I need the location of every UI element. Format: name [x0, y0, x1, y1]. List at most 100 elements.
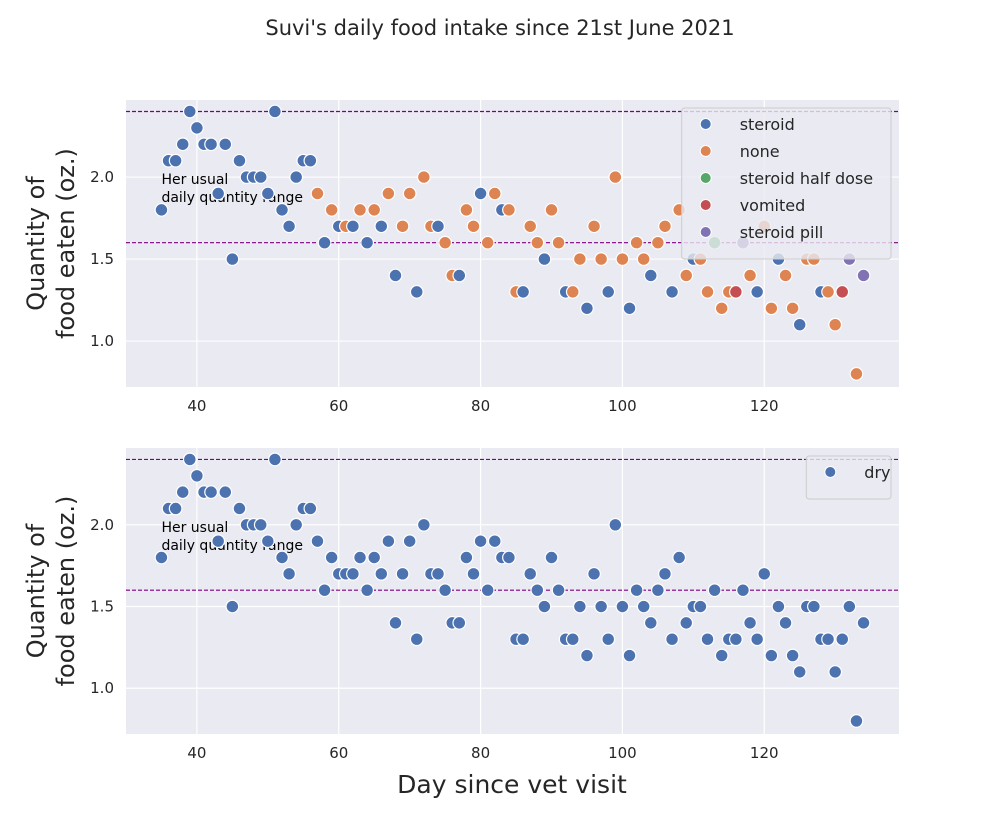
x-tick-label: 60: [329, 397, 348, 415]
data-point-dry: [594, 599, 609, 614]
data-point-dry: [587, 566, 601, 581]
data-point-none: [381, 186, 396, 201]
x-tick-label: 40: [187, 397, 206, 415]
data-point-none: [849, 366, 864, 381]
data-point-steroid: [282, 219, 297, 234]
y-axis-label: Quantity offood eaten (oz.): [22, 496, 80, 687]
legend-marker-steroid-half-dose: [699, 172, 712, 184]
data-point-dry: [757, 566, 772, 581]
data-point-dry: [431, 566, 445, 581]
data-point-none: [658, 219, 672, 234]
data-point-dry: [629, 583, 644, 598]
y-tick-label: 2.0: [90, 516, 114, 534]
data-point-dry: [551, 583, 566, 598]
data-point-steroid: [409, 284, 424, 299]
legend-label: steroid: [740, 115, 795, 134]
data-point-none: [466, 219, 481, 234]
data-point-none: [594, 252, 609, 266]
data-point-dry: [523, 566, 538, 581]
data-point-dry: [544, 550, 559, 565]
data-point-steroid: [168, 153, 183, 168]
data-point-dry: [679, 615, 694, 630]
data-point-steroid: [275, 202, 289, 217]
data-point-dry: [416, 517, 431, 532]
data-point-dry: [204, 485, 219, 500]
data-point-dry: [714, 648, 729, 663]
data-point-steroid: [580, 301, 594, 316]
data-point-dry: [764, 648, 779, 663]
data-point-dry: [580, 648, 594, 663]
data-point-dry: [537, 599, 552, 614]
data-point-dry: [303, 501, 318, 516]
data-point-dry: [211, 534, 226, 549]
data-point-dry: [821, 632, 835, 647]
legend-marker-none: [699, 145, 712, 157]
data-point-steroid: [211, 186, 226, 201]
data-point-dry: [487, 534, 502, 549]
data-point-dry: [275, 550, 289, 565]
data-point-dry: [381, 534, 396, 549]
data-point-dry: [736, 583, 750, 598]
data-point-dry: [409, 632, 424, 647]
data-point-dry: [360, 583, 375, 598]
data-point-dry: [778, 615, 793, 630]
x-tick-label: 120: [750, 744, 779, 762]
data-point-none: [714, 301, 729, 316]
y-tick-label: 1.5: [90, 250, 114, 268]
legend-marker-steroid-pill: [699, 226, 712, 238]
data-point-steroid: [317, 235, 332, 250]
data-point-dry: [806, 599, 821, 614]
data-point-none: [416, 170, 431, 184]
data-point-dry: [289, 517, 304, 532]
y-axis-label-line: food eaten (oz.): [52, 496, 80, 687]
data-point-dry: [268, 452, 282, 467]
x-tick-label: 40: [187, 744, 206, 762]
data-point-steroid: [190, 120, 204, 135]
data-point-none: [572, 252, 587, 266]
data-point-steroid: [225, 252, 240, 266]
data-point-none: [459, 202, 474, 217]
data-point-dry: [856, 615, 871, 630]
data-point-dry: [388, 615, 403, 630]
data-point-steroid: [643, 268, 658, 283]
data-point-none: [551, 235, 566, 250]
data-point-dry: [693, 599, 708, 614]
data-point-none: [679, 268, 694, 283]
data-point-steroid: [665, 284, 679, 299]
figure-title: Suvi's daily food intake since 21st June…: [265, 16, 734, 40]
data-point-dry: [771, 599, 786, 614]
data-point-dry: [310, 534, 325, 549]
legend-label: dry: [864, 463, 890, 482]
x-tick-label: 100: [608, 397, 637, 415]
data-point-dry: [218, 485, 233, 500]
y-axis-label-line: Quantity of: [22, 176, 50, 311]
data-point-none: [650, 235, 665, 250]
data-point-dry: [530, 583, 545, 598]
data-point-dry: [502, 550, 516, 565]
data-point-steroid: [175, 137, 190, 152]
data-point-dry: [622, 648, 637, 663]
data-point-dry: [750, 632, 765, 647]
data-point-dry: [232, 501, 247, 516]
data-point-none: [324, 202, 339, 217]
y-tick-label: 1.5: [90, 598, 114, 616]
data-point-steroid: [537, 252, 552, 266]
data-point-none: [785, 301, 800, 316]
data-point-none: [480, 235, 495, 250]
data-point-none: [502, 202, 516, 217]
data-point-steroid-pill: [856, 268, 871, 283]
legend-label: none: [740, 142, 780, 161]
data-point-none: [700, 284, 715, 299]
data-point-dry: [601, 632, 616, 647]
data-point-dry: [835, 632, 850, 647]
data-point-steroid: [388, 268, 403, 283]
data-point-steroid: [516, 284, 531, 299]
data-point-dry: [346, 566, 360, 581]
range-annotation: Her usual: [161, 172, 228, 188]
data-point-dry: [225, 599, 240, 614]
legend-label: steroid half dose: [740, 169, 873, 188]
data-point-dry: [743, 615, 757, 630]
